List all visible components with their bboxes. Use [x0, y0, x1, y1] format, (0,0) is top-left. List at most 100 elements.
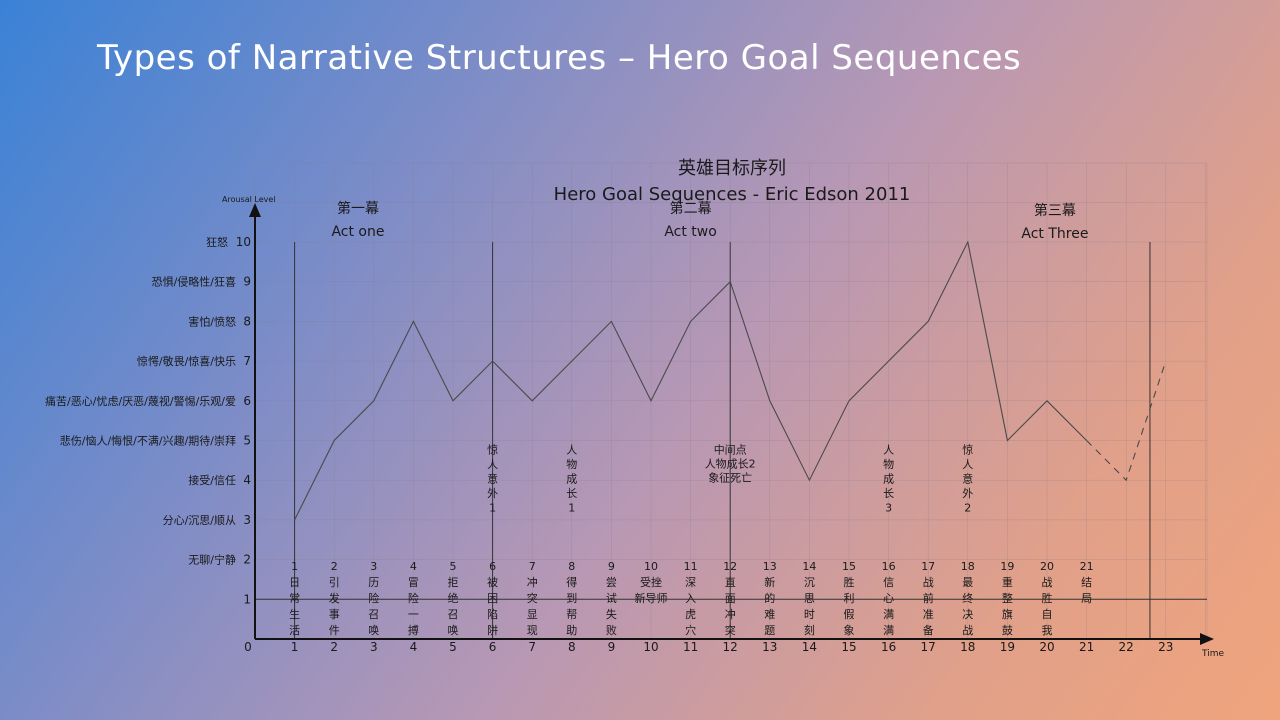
sequence-step-label: 刻: [804, 623, 815, 637]
sequence-step-label: 显: [527, 608, 538, 621]
sequence-step-label: 思: [804, 592, 815, 605]
sequence-step-label: 冲: [725, 607, 736, 621]
turning-point-label: 人: [883, 443, 894, 456]
turning-point-label: 惊: [962, 442, 973, 456]
sequence-step-label: 自: [1042, 608, 1053, 621]
turning-point-label: 成: [566, 472, 577, 485]
sequence-step-label: 备: [923, 623, 934, 637]
x-tick-label: 10: [643, 640, 658, 654]
sequence-step-label: 事: [329, 608, 340, 621]
sequence-step-label: 失: [606, 608, 617, 621]
sequence-step-label: 心: [883, 592, 894, 605]
act-label-zh: 第二幕: [670, 200, 712, 217]
sequence-step-number: 2: [331, 560, 338, 573]
sequence-step-number: 18: [961, 560, 975, 573]
turning-point-label: 1: [489, 501, 496, 514]
sequence-step-label: 面: [725, 592, 736, 605]
x-axis-arrow: [1200, 633, 1214, 645]
sequence-step-label: 新: [764, 575, 775, 589]
sequence-step-label: 突: [725, 623, 736, 637]
sequence-step-label: 件: [329, 624, 340, 637]
sequence-step-label: 发: [329, 591, 340, 605]
chart-labels: 英雄目标序列 Hero Goal Sequences - Eric Edson 2…: [45, 158, 1224, 659]
y-emotion-label: 接受/信任: [188, 474, 236, 487]
sequence-step-label: 题: [764, 624, 775, 637]
sequence-step-label: 险: [368, 591, 379, 605]
sequence-step-label: 陷: [487, 607, 498, 621]
sequence-step-label: 战: [962, 624, 973, 637]
sequence-step-label: 绝: [448, 591, 459, 605]
sequence-step-number: 1: [291, 560, 298, 573]
y-tick-label: 8: [243, 314, 251, 328]
x-tick-label: 5: [449, 640, 457, 654]
y-tick-label: 1: [243, 592, 251, 606]
turning-point-label: 外: [962, 487, 973, 500]
sequence-step-number: 8: [568, 560, 575, 573]
turning-point-label: 长: [883, 487, 894, 500]
turning-point-label: 象征死亡: [708, 470, 752, 484]
sequence-step-number: 11: [684, 560, 698, 573]
x-tick-label: 4: [410, 640, 418, 654]
x-tick-label: 16: [881, 640, 896, 654]
x-tick-label: 12: [723, 640, 738, 654]
sequence-step-label: 历: [368, 576, 379, 589]
sequence-step-label: 局: [1081, 592, 1092, 605]
y-emotion-label: 分心/沉思/顺从: [163, 514, 236, 527]
sequence-step-label: 阱: [487, 623, 498, 637]
sequence-step-label: 最: [962, 576, 973, 589]
sequence-step-label: 活: [289, 624, 300, 637]
turning-point-label: 物: [883, 457, 894, 471]
sequence-step-label: 被: [487, 576, 498, 589]
sequence-step-number: 16: [882, 560, 896, 573]
y-emotion-label: 悲伤/恼人/悔恨/不满/兴趣/期待/崇拜: [60, 434, 236, 448]
act-label-zh: 第一幕: [337, 200, 379, 217]
y-emotion-label: 无聊/宁静: [188, 553, 236, 567]
sequence-step-label: 一: [408, 608, 419, 621]
sequence-step-label: 胜: [844, 575, 855, 589]
act-label-en: Act one: [331, 224, 384, 240]
y-tick-label: 4: [243, 473, 251, 487]
sequence-step-label: 败: [606, 623, 617, 637]
turning-point-label: 3: [885, 501, 892, 514]
turning-point-label: 成: [883, 472, 894, 485]
sequence-step-label: 险: [408, 591, 419, 605]
x-tick-label: 22: [1119, 640, 1134, 654]
sequence-step-label: 日: [289, 576, 300, 589]
chart-title: 英雄目标序列: [678, 158, 786, 179]
sequence-step-number: 14: [802, 560, 816, 573]
x-tick-label: 1: [291, 640, 299, 654]
sequence-step-label: 终: [962, 591, 973, 605]
act-lines: [255, 242, 1207, 639]
sequence-step-number: 15: [842, 560, 856, 573]
sequence-step-label: 受挫: [640, 575, 662, 589]
sequence-step-number: 20: [1040, 560, 1054, 573]
act-label-zh: 第三幕: [1034, 202, 1076, 219]
x-tick-label: 8: [568, 640, 576, 654]
slide-title: Types of Narrative Structures – Hero Goa…: [97, 38, 1022, 78]
y-emotion-label: 痛苦/恶心/忧虑/厌恶/蔑视/警惕/乐观/爱: [45, 394, 236, 408]
y-tick-label: 5: [243, 434, 251, 448]
x-tick-label: 3: [370, 640, 378, 654]
sequence-step-label: 沉: [804, 576, 815, 589]
sequence-step-label: 胜: [1042, 591, 1053, 605]
act-label-en: Act Three: [1021, 226, 1088, 242]
sequence-step-label: 重: [1002, 575, 1013, 589]
sequence-step-label: 决: [962, 608, 973, 621]
series-lines: [294, 240, 1167, 521]
x-tick-label: 18: [960, 640, 975, 654]
sequence-step-label: 满: [883, 608, 894, 621]
turning-point-label: 长: [566, 487, 577, 500]
y-tick-label: 2: [243, 553, 251, 567]
y-emotion-label: 惊愕/敬畏/惊喜/快乐: [137, 354, 236, 368]
x-tick-label: 19: [1000, 640, 1015, 654]
sequence-step-label: 前: [923, 591, 934, 605]
sequence-step-label: 帮: [566, 608, 577, 621]
turning-point-label: 外: [487, 487, 498, 500]
sequence-step-number: 13: [763, 560, 777, 573]
y-emotion-label: 害怕/愤怒: [188, 314, 236, 328]
turning-point-label: 惊: [487, 442, 498, 456]
x-tick-label: 11: [683, 640, 698, 654]
sequence-step-label: 的: [764, 591, 775, 605]
sequence-step-label: 尝: [606, 576, 617, 589]
